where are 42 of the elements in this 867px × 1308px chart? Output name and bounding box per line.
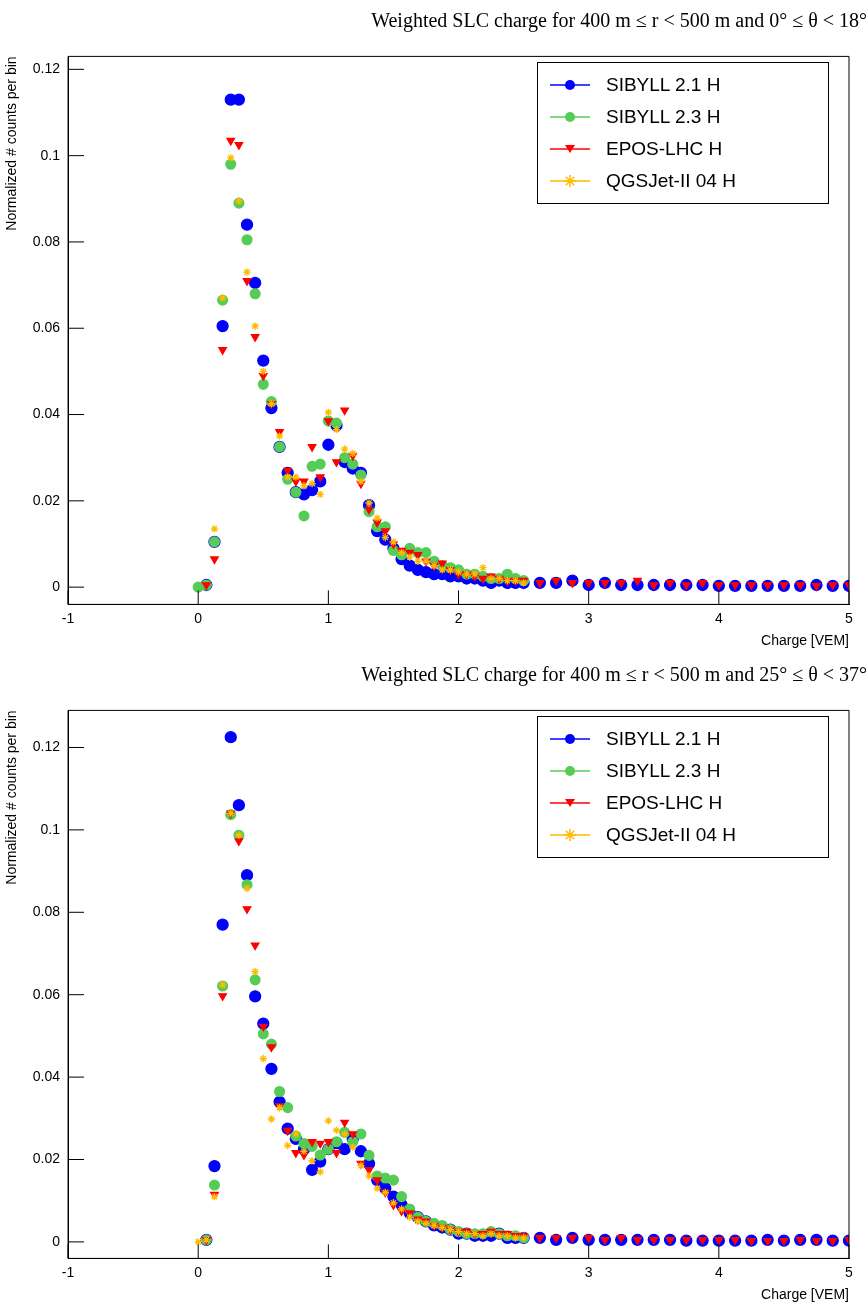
- chart-title: Weighted SLC charge for 400 m ≤ r < 500 m and 0° ≤ θ < 18°: [370, 8, 867, 34]
- y-tick-label: 0.04: [32, 1067, 61, 1084]
- y-tick-label: 0: [52, 1232, 61, 1249]
- y-tick-label: 0.12: [32, 738, 61, 755]
- x-tick-label: 4: [714, 609, 723, 626]
- legend-label: QGSJet-II 04 H: [606, 824, 736, 846]
- y-tick-label: 0.1: [40, 820, 61, 837]
- x-axis-title: Charge [VEM]: [761, 632, 849, 649]
- x-axis-title: Charge [VEM]: [761, 1286, 849, 1303]
- x-tick-label: 4: [714, 1263, 723, 1280]
- x-tick-label: 5: [845, 1263, 854, 1280]
- legend-label: SIBYLL 2.3 H: [606, 760, 721, 782]
- x-tick-label: -1: [61, 609, 75, 626]
- x-tick-label: -1: [61, 1263, 75, 1280]
- x-tick-label: 2: [454, 609, 463, 626]
- y-axis-title: Normalized # counts per bin: [3, 710, 20, 885]
- legend-label: SIBYLL 2.3 H: [606, 106, 721, 128]
- chart-title: Weighted SLC charge for 400 m ≤ r < 500 m and 25° ≤ θ < 37°: [360, 662, 867, 688]
- y-tick-label: 0.06: [32, 985, 61, 1002]
- x-tick-label: 3: [584, 1263, 593, 1280]
- legend-label: SIBYLL 2.1 H: [606, 728, 721, 750]
- y-tick-label: 0.02: [32, 491, 61, 508]
- y-tick-label: 0.02: [32, 1150, 61, 1167]
- x-tick-label: 0: [194, 1263, 203, 1280]
- x-tick-label: 5: [845, 609, 854, 626]
- y-tick-label: 0.1: [40, 146, 61, 163]
- x-tick-label: 0: [194, 609, 203, 626]
- y-tick-label: 0.08: [32, 232, 61, 249]
- legend-label: QGSJet-II 04 H: [606, 170, 736, 192]
- legend-label: EPOS-LHC H: [606, 792, 723, 814]
- y-tick-label: 0.08: [32, 903, 61, 920]
- y-axis-title: Normalized # counts per bin: [3, 56, 20, 231]
- x-tick-label: 2: [454, 1263, 463, 1280]
- y-tick-label: 0.12: [32, 60, 61, 77]
- x-tick-label: 1: [324, 1263, 333, 1280]
- x-tick-label: 3: [584, 609, 593, 626]
- legend-label: EPOS-LHC H: [606, 138, 723, 160]
- x-tick-label: 1: [324, 609, 333, 626]
- y-tick-label: 0.06: [32, 319, 61, 336]
- legend-label: SIBYLL 2.1 H: [606, 74, 721, 96]
- y-tick-label: 0.04: [32, 405, 61, 422]
- y-tick-label: 0: [52, 578, 61, 594]
